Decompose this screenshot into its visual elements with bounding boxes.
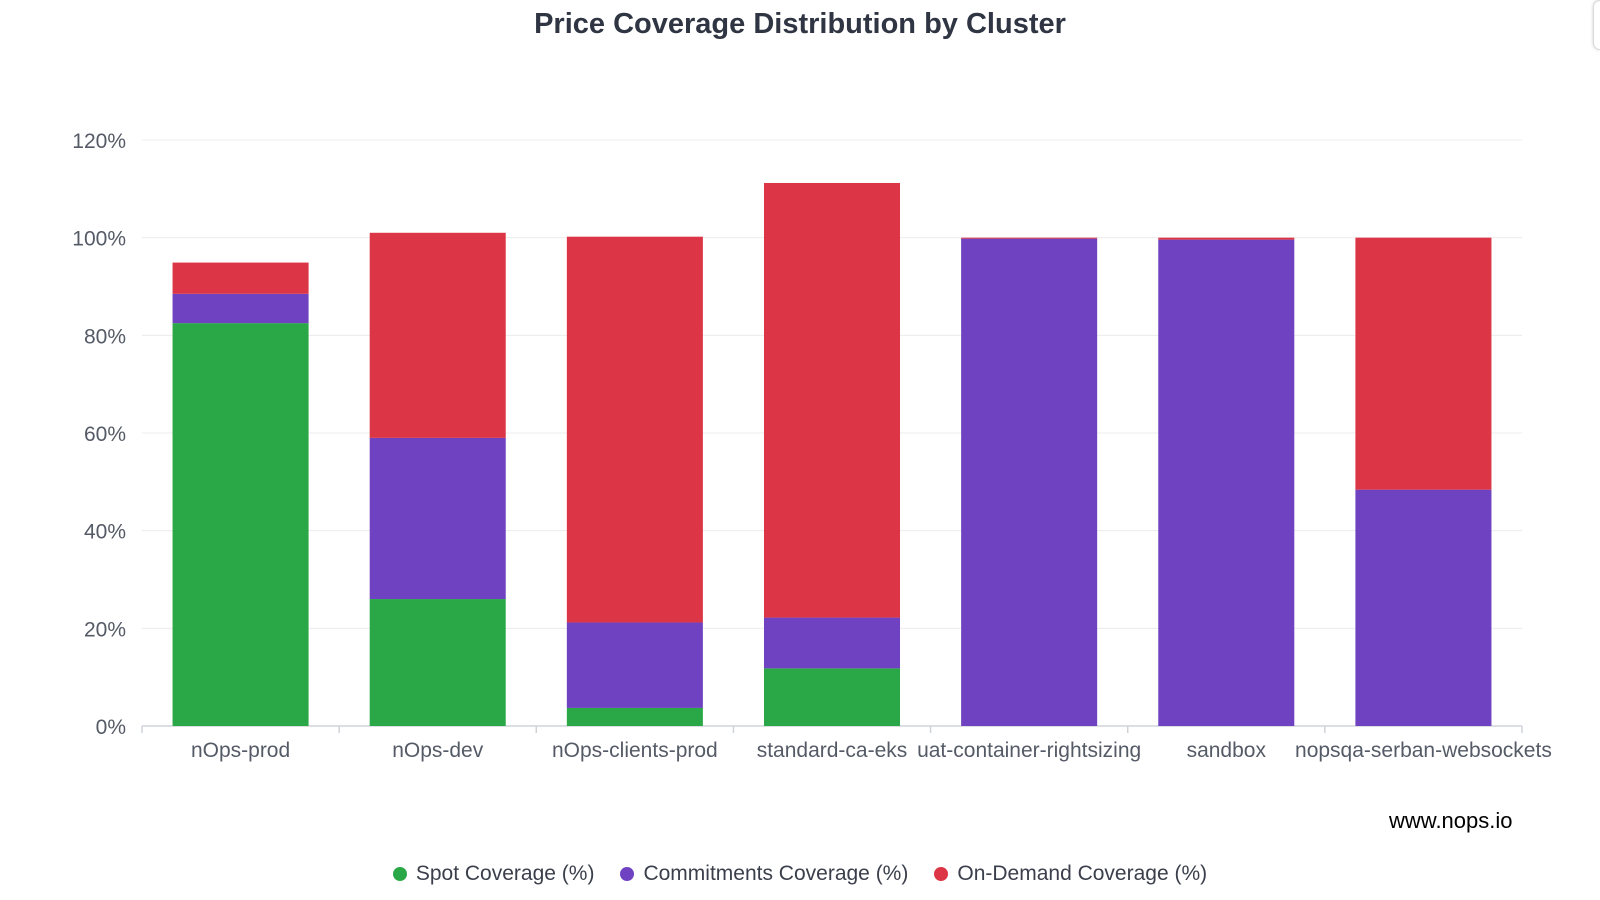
watermark: www.nops.io [1389, 808, 1513, 833]
legend-swatch-commitments [620, 867, 635, 881]
legend-label-on-demand: On-Demand Coverage (%) [957, 862, 1208, 885]
y-tick-label: 0% [96, 716, 126, 739]
bar-commitments [566, 622, 703, 708]
window-edge [1593, 0, 1600, 50]
x-tick-label: standard-ca-eks [757, 739, 908, 762]
bar-commitments [369, 437, 506, 600]
legend-item-on-demand[interactable]: On-Demand Coverage (%) [934, 862, 1207, 886]
bar-on-demand [1355, 237, 1492, 490]
x-tick-label: nopsqa-serban-websockets [1295, 739, 1552, 762]
x-tick-label: uat-container-rightsizing [917, 739, 1141, 762]
legend-swatch-on-demand [934, 867, 949, 881]
legend-item-commitments[interactable]: Commitments Coverage (%) [620, 862, 908, 886]
y-tick-label: 40% [84, 521, 126, 544]
legend-item-spot[interactable]: Spot Coverage (%) [392, 862, 595, 886]
chart-legend: Spot Coverage (%) Commitments Coverage (… [0, 862, 1600, 886]
y-tick-label: 100% [72, 228, 126, 251]
legend-swatch-spot [392, 867, 407, 881]
legend-label-spot: Spot Coverage (%) [415, 862, 595, 885]
bar-on-demand [763, 182, 901, 618]
bar-commitments [1158, 239, 1295, 726]
y-tick-label: 120% [72, 130, 126, 153]
x-tick-label: nOps-dev [392, 739, 484, 762]
chart-title: Price Coverage Distribution by Cluster [534, 8, 1066, 40]
bar-on-demand [566, 236, 703, 623]
y-tick-label: 20% [84, 618, 126, 641]
bar-on-demand [961, 237, 1098, 239]
bar-commitments [172, 293, 309, 324]
y-tick-label: 80% [84, 325, 126, 348]
x-tick-label: nOps-clients-prod [552, 739, 718, 762]
bar-on-demand [369, 232, 506, 438]
x-tick-label: sandbox [1187, 739, 1267, 762]
y-tick-label: 60% [84, 423, 126, 446]
bar-on-demand [1158, 237, 1295, 240]
x-tick-label: nOps-prod [191, 739, 290, 762]
bar-spot [566, 707, 703, 726]
bar-commitments [961, 238, 1098, 727]
bar-on-demand [172, 262, 309, 294]
bar-spot [172, 323, 309, 726]
bar-commitments [763, 617, 901, 669]
legend-label-commitments: Commitments Coverage (%) [643, 862, 909, 885]
bar-commitments [1355, 489, 1492, 726]
bar-spot [369, 599, 506, 726]
bar-spot [763, 668, 901, 726]
